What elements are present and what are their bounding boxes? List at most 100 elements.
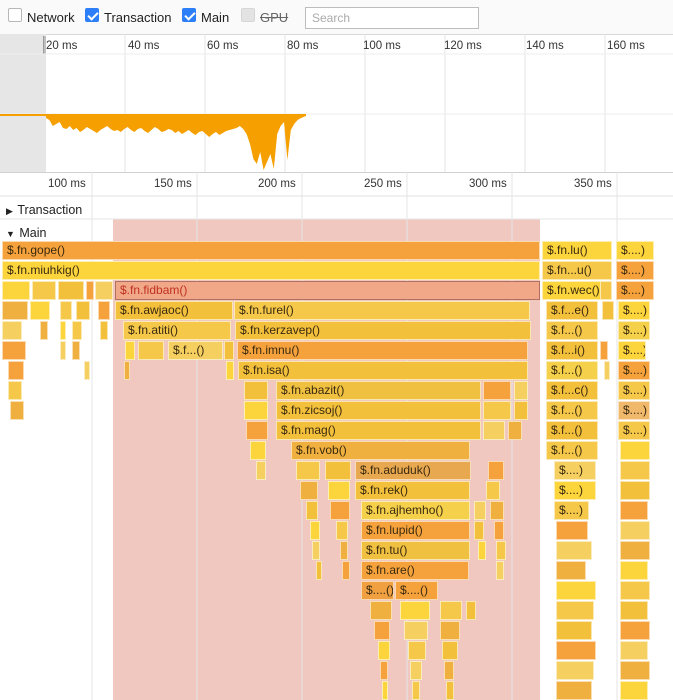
flame-block-fragment[interactable]: [100, 321, 108, 340]
main-track-header[interactable]: ▼ Main: [6, 224, 46, 242]
flame-block-fragment[interactable]: [600, 281, 612, 300]
flame-block-fragment[interactable]: [556, 621, 592, 640]
flame-block-fragment[interactable]: [483, 401, 511, 420]
flame-block-fragment[interactable]: [444, 661, 454, 680]
flame-block-fragment[interactable]: [8, 381, 22, 400]
flame-block-fragment[interactable]: [410, 661, 422, 680]
flame-block-fragment[interactable]: [602, 301, 614, 320]
flame-block-fragment[interactable]: [514, 401, 528, 420]
flame-block-fragment[interactable]: [620, 461, 650, 480]
flame-block-fragment[interactable]: [328, 481, 350, 500]
flame-block-fragment[interactable]: [466, 601, 476, 620]
flame-block-fragment[interactable]: [483, 381, 511, 400]
flame-block[interactable]: $....): [618, 361, 650, 380]
flame-block-fragment[interactable]: [95, 281, 113, 300]
flame-block-fragment[interactable]: [556, 601, 594, 620]
flame-block-fragment[interactable]: [10, 401, 24, 420]
flame-block-fragment[interactable]: [40, 321, 48, 340]
flame-block[interactable]: $.fn.tu(): [361, 541, 470, 560]
flame-block[interactable]: $.fn.imnu(): [237, 341, 528, 360]
flame-block-fragment[interactable]: [330, 501, 350, 520]
flame-block-fragment[interactable]: [380, 661, 388, 680]
flame-block-fragment[interactable]: [86, 281, 94, 300]
flame-block[interactable]: $.fn.lupid(): [361, 521, 470, 540]
flame-block-fragment[interactable]: [620, 601, 648, 620]
flame-block[interactable]: $.f...(): [546, 441, 598, 460]
flame-block-selected[interactable]: $.fn.fidbam(): [115, 281, 540, 300]
flame-block-fragment[interactable]: [60, 341, 66, 360]
flame-block-fragment[interactable]: [556, 541, 592, 560]
transaction-label[interactable]: Transaction: [104, 10, 172, 25]
flame-block-fragment[interactable]: [494, 521, 504, 540]
flame-block[interactable]: $....(): [395, 581, 438, 600]
flame-block-fragment[interactable]: [496, 541, 506, 560]
flame-block-fragment[interactable]: [483, 421, 505, 440]
flame-block[interactable]: $.fn.wec(): [542, 281, 612, 300]
flame-block-fragment[interactable]: [125, 341, 135, 360]
flame-block-fragment[interactable]: [604, 361, 610, 380]
flame-block-fragment[interactable]: [440, 601, 462, 620]
flame-block[interactable]: $.fn.awjaoc(): [115, 301, 233, 320]
flame-block-fragment[interactable]: [98, 301, 110, 320]
flame-block-fragment[interactable]: [72, 341, 80, 360]
flame-block[interactable]: $....): [616, 241, 654, 260]
flame-block-fragment[interactable]: [256, 461, 266, 480]
flame-block[interactable]: $.fn.rek(): [355, 481, 470, 500]
flame-block-fragment[interactable]: [404, 621, 428, 640]
flame-block[interactable]: $.fn.atiti(): [123, 321, 231, 340]
flame-block-fragment[interactable]: [58, 281, 84, 300]
transaction-track-header[interactable]: ▶ Transaction: [6, 201, 82, 219]
flame-block-fragment[interactable]: [556, 561, 586, 580]
flame-block[interactable]: $.fn.isa(): [238, 361, 528, 380]
flame-block-fragment[interactable]: [556, 641, 596, 660]
flame-block-fragment[interactable]: [325, 461, 351, 480]
flame-block[interactable]: $.f...e(): [546, 301, 598, 320]
network-checkbox[interactable]: [8, 8, 22, 22]
flame-block-fragment[interactable]: [378, 641, 390, 660]
flame-block[interactable]: $.fn.miuhkig(): [2, 261, 540, 280]
flame-block[interactable]: $.f...(): [546, 321, 598, 340]
flame-block[interactable]: $.fn.mag(): [276, 421, 481, 440]
flame-block[interactable]: $.f...c(): [546, 381, 598, 400]
flame-block-fragment[interactable]: [60, 321, 66, 340]
flame-block-fragment[interactable]: [2, 321, 22, 340]
flame-block[interactable]: $.f...(): [168, 341, 223, 360]
flame-block-fragment[interactable]: [620, 581, 650, 600]
flame-block-fragment[interactable]: [340, 541, 348, 560]
flame-block[interactable]: $.fn.aduduk(): [355, 461, 471, 480]
flame-block-fragment[interactable]: [478, 541, 486, 560]
flame-block[interactable]: $.f...i(): [546, 341, 598, 360]
flame-block[interactable]: $.f...(): [546, 361, 598, 380]
flame-block-fragment[interactable]: [412, 681, 420, 700]
network-label[interactable]: Network: [27, 10, 75, 25]
flame-block-fragment[interactable]: [138, 341, 164, 360]
flame-block-fragment[interactable]: [440, 621, 460, 640]
flame-block[interactable]: $.fn.zicsoj(): [276, 401, 481, 420]
flame-block[interactable]: $.fn.abazit(): [276, 381, 481, 400]
flame-block-fragment[interactable]: [620, 501, 648, 520]
flame-block[interactable]: $.fn.kerzavep(): [235, 321, 531, 340]
flame-block[interactable]: $....): [554, 461, 596, 480]
flame-block-fragment[interactable]: [556, 581, 596, 600]
flame-block-fragment[interactable]: [2, 341, 26, 360]
flame-block-fragment[interactable]: [300, 481, 318, 500]
flame-block-fragment[interactable]: [486, 481, 500, 500]
flame-block-fragment[interactable]: [310, 521, 320, 540]
flame-block-fragment[interactable]: [408, 641, 426, 660]
flame-block-fragment[interactable]: [488, 461, 504, 480]
flame-block[interactable]: $.fn.ajhemho(): [361, 501, 470, 520]
transaction-checkbox[interactable]: [85, 8, 99, 22]
flame-block-fragment[interactable]: [250, 441, 266, 460]
flame-block-fragment[interactable]: [620, 641, 648, 660]
flame-block[interactable]: $.fn.furel(): [234, 301, 530, 320]
flame-block-fragment[interactable]: [224, 341, 234, 360]
flame-block-fragment[interactable]: [620, 441, 650, 460]
flame-block-fragment[interactable]: [620, 681, 648, 700]
flame-block-fragment[interactable]: [490, 501, 504, 520]
flame-block-fragment[interactable]: [306, 501, 318, 520]
flame-block-fragment[interactable]: [124, 361, 130, 380]
flame-block-fragment[interactable]: [72, 321, 82, 340]
flame-block[interactable]: $.fn...u(): [542, 261, 612, 280]
flame-block[interactable]: $.fn.lu(): [542, 241, 612, 260]
flame-block-fragment[interactable]: [342, 561, 350, 580]
